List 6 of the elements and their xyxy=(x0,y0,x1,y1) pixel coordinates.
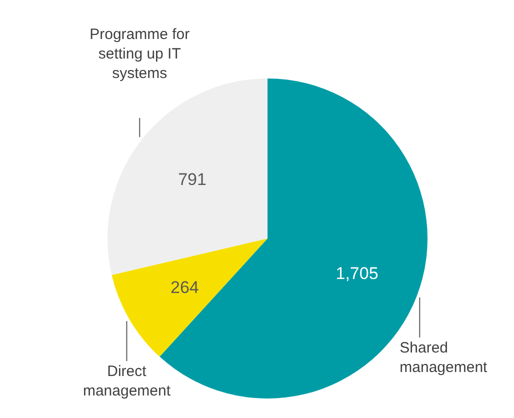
data-label: 264 xyxy=(170,278,199,298)
data-label: 791 xyxy=(178,170,206,189)
slice-label: Programme for setting up IT systems xyxy=(90,26,190,82)
slice-label: Direct management xyxy=(82,363,172,400)
data-label: 1,705 xyxy=(336,264,378,284)
slice-label: Shared management xyxy=(400,340,488,376)
